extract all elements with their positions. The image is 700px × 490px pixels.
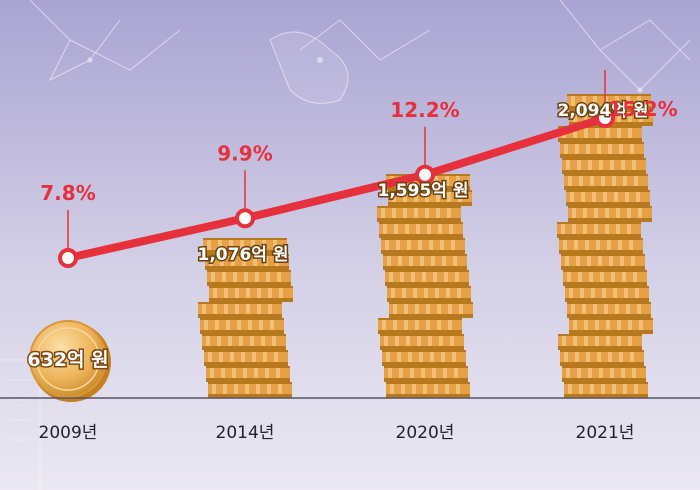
coin-stack-2009년 — [29, 320, 111, 402]
coin-stacks — [29, 94, 653, 402]
x-tick-label: 2009년 — [39, 423, 98, 443]
coin-0 — [29, 320, 107, 398]
x-tick-label: 2020년 — [396, 423, 455, 443]
rate-point — [415, 164, 435, 185]
rate-value-label: 9.9% — [217, 141, 272, 165]
data-labels: 632억 원 1,076억 원 1,595억 원 2,094억 원 7.8% 9.9% 12… — [26, 97, 678, 373]
rate-value-label: 12.2% — [390, 98, 459, 122]
rate-point — [595, 108, 615, 128]
rate-value-label: 15.2% — [608, 97, 677, 121]
x-tick-label: 2021년 — [576, 423, 635, 443]
coin-stack-2020년 — [377, 174, 473, 398]
bar-value-label: 2,094억 원 — [558, 101, 649, 121]
coin-stack-2021년 — [557, 94, 653, 398]
rate-point — [235, 208, 255, 229]
bar-value-label: 632억 원 — [27, 349, 108, 371]
rate-line — [64, 114, 609, 262]
x-axis-tick-labels: 2009년 2014년 2020년 2021년 — [39, 423, 635, 443]
bar-value-label: 1,076억 원 — [198, 245, 289, 265]
rate-point — [58, 248, 78, 268]
x-tick-label: 2014년 — [216, 423, 275, 443]
coin-stack-2014년 — [198, 238, 293, 398]
rate-value-label: 7.8% — [40, 181, 95, 205]
rate-line-series — [58, 70, 615, 268]
bar-value-label: 1,595억 원 — [378, 181, 469, 201]
